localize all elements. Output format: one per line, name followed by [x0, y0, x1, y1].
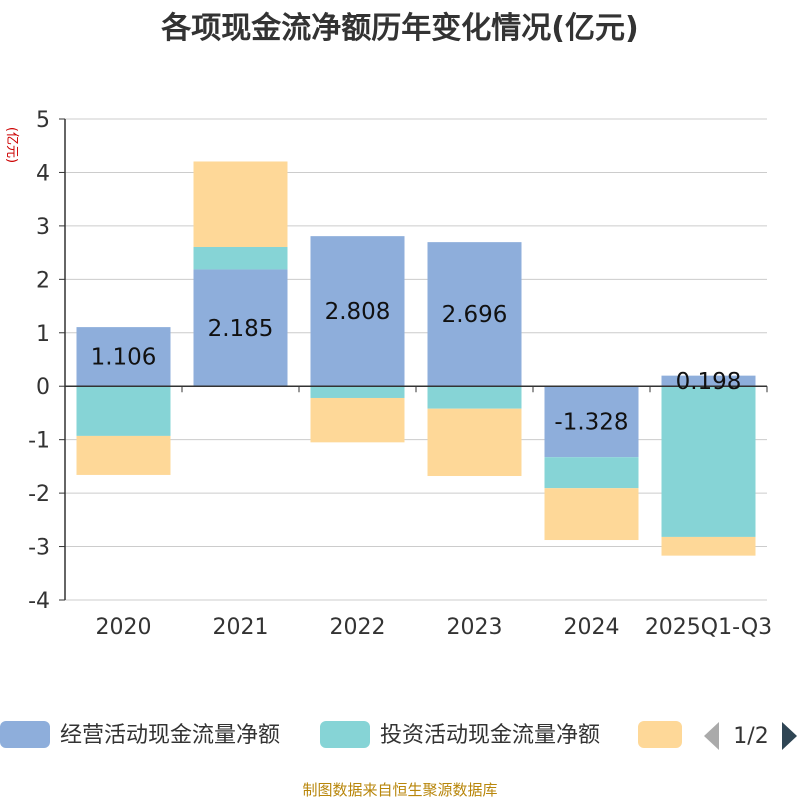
bar-segment-2022-s1[interactable] — [310, 386, 405, 398]
data-label: -1.328 — [554, 410, 628, 436]
bar-segment-2023-s1[interactable] — [427, 386, 522, 409]
bar-segment-2023-s2[interactable] — [427, 408, 522, 477]
legend-item-investing[interactable]: 投资活动现金流量净额 — [320, 721, 600, 748]
data-label: 1.106 — [91, 345, 157, 371]
x-tick-label: 2020 — [96, 615, 152, 640]
source-note: 制图数据来自恒生聚源数据库 — [302, 781, 497, 799]
bar-segment-2025Q1-Q3-s1[interactable] — [661, 386, 756, 537]
bars — [76, 161, 756, 556]
y-tick-label: 2 — [36, 268, 50, 293]
y-axis-unit: (亿元) — [4, 127, 19, 163]
data-label: 0.198 — [676, 369, 742, 395]
legend-prev-icon[interactable] — [704, 722, 719, 750]
legend-next-icon[interactable] — [782, 722, 797, 750]
data-labels: 1.106 2.185 2.808 2.696 -1.328 0.198 — [91, 299, 742, 436]
bar-segment-2020-s1[interactable] — [76, 386, 171, 436]
y-tick-label: -4 — [28, 589, 50, 614]
legend-swatch-operating — [0, 721, 50, 748]
legend-item-third[interactable] — [638, 721, 682, 748]
bar-segment-2022-s0[interactable] — [310, 236, 405, 387]
y-tick-label: 5 — [36, 108, 50, 133]
bar-segment-2024-s1[interactable] — [544, 457, 639, 489]
data-label: 2.696 — [442, 302, 508, 328]
legend: 经营活动现金流量净额 投资活动现金流量净额 1/2 — [0, 721, 797, 750]
legend-swatch-investing — [320, 721, 370, 748]
legend-page-indicator: 1/2 — [733, 724, 768, 749]
legend-label-operating: 经营活动现金流量净额 — [60, 723, 280, 748]
y-tick-label: -3 — [28, 536, 50, 561]
data-label: 2.808 — [325, 299, 391, 325]
y-tick-label: 4 — [36, 161, 50, 186]
bar-segment-2025Q1-Q3-s0[interactable] — [661, 375, 756, 387]
x-tick-label: 2024 — [564, 615, 620, 640]
legend-label-investing: 投资活动现金流量净额 — [380, 723, 600, 748]
y-tick-label: 0 — [36, 375, 50, 400]
bar-segment-2022-s2[interactable] — [310, 397, 405, 443]
legend-item-operating[interactable]: 经营活动现金流量净额 — [0, 721, 280, 748]
bar-segment-2023-s0[interactable] — [427, 242, 522, 387]
bar-segment-2024-s0[interactable] — [544, 386, 639, 458]
y-tick-label: 3 — [36, 215, 50, 240]
y-tick-label: -2 — [28, 482, 50, 507]
bar-segment-2024-s2[interactable] — [544, 488, 639, 541]
bar-segment-2021-s1[interactable] — [193, 246, 288, 270]
legend-swatch-third — [638, 721, 682, 748]
x-tick-label: 2021 — [213, 615, 269, 640]
bar-segment-2020-s2[interactable] — [76, 435, 171, 475]
y-tick-label: -1 — [28, 429, 50, 454]
bar-segment-2020-s0[interactable] — [76, 327, 171, 387]
data-label: 2.185 — [208, 316, 274, 342]
bar-segment-2021-s0[interactable] — [193, 269, 288, 387]
x-tick-label: 2025Q1-Q3 — [645, 615, 772, 640]
x-tick-label: 2022 — [330, 615, 386, 640]
axes: 5 4 3 2 1 0 -1 -2 -3 -4 2020 2021 2022 2023 2024 2025Q1… — [28, 108, 772, 640]
x-tick-label: 2023 — [447, 615, 503, 640]
bar-segment-2025Q1-Q3-s2[interactable] — [661, 536, 756, 556]
bar-segment-2021-s2[interactable] — [193, 161, 288, 247]
chart-title: 各项现金流净额历年变化情况(亿元) — [160, 11, 638, 46]
y-tick-label: 1 — [36, 322, 50, 347]
